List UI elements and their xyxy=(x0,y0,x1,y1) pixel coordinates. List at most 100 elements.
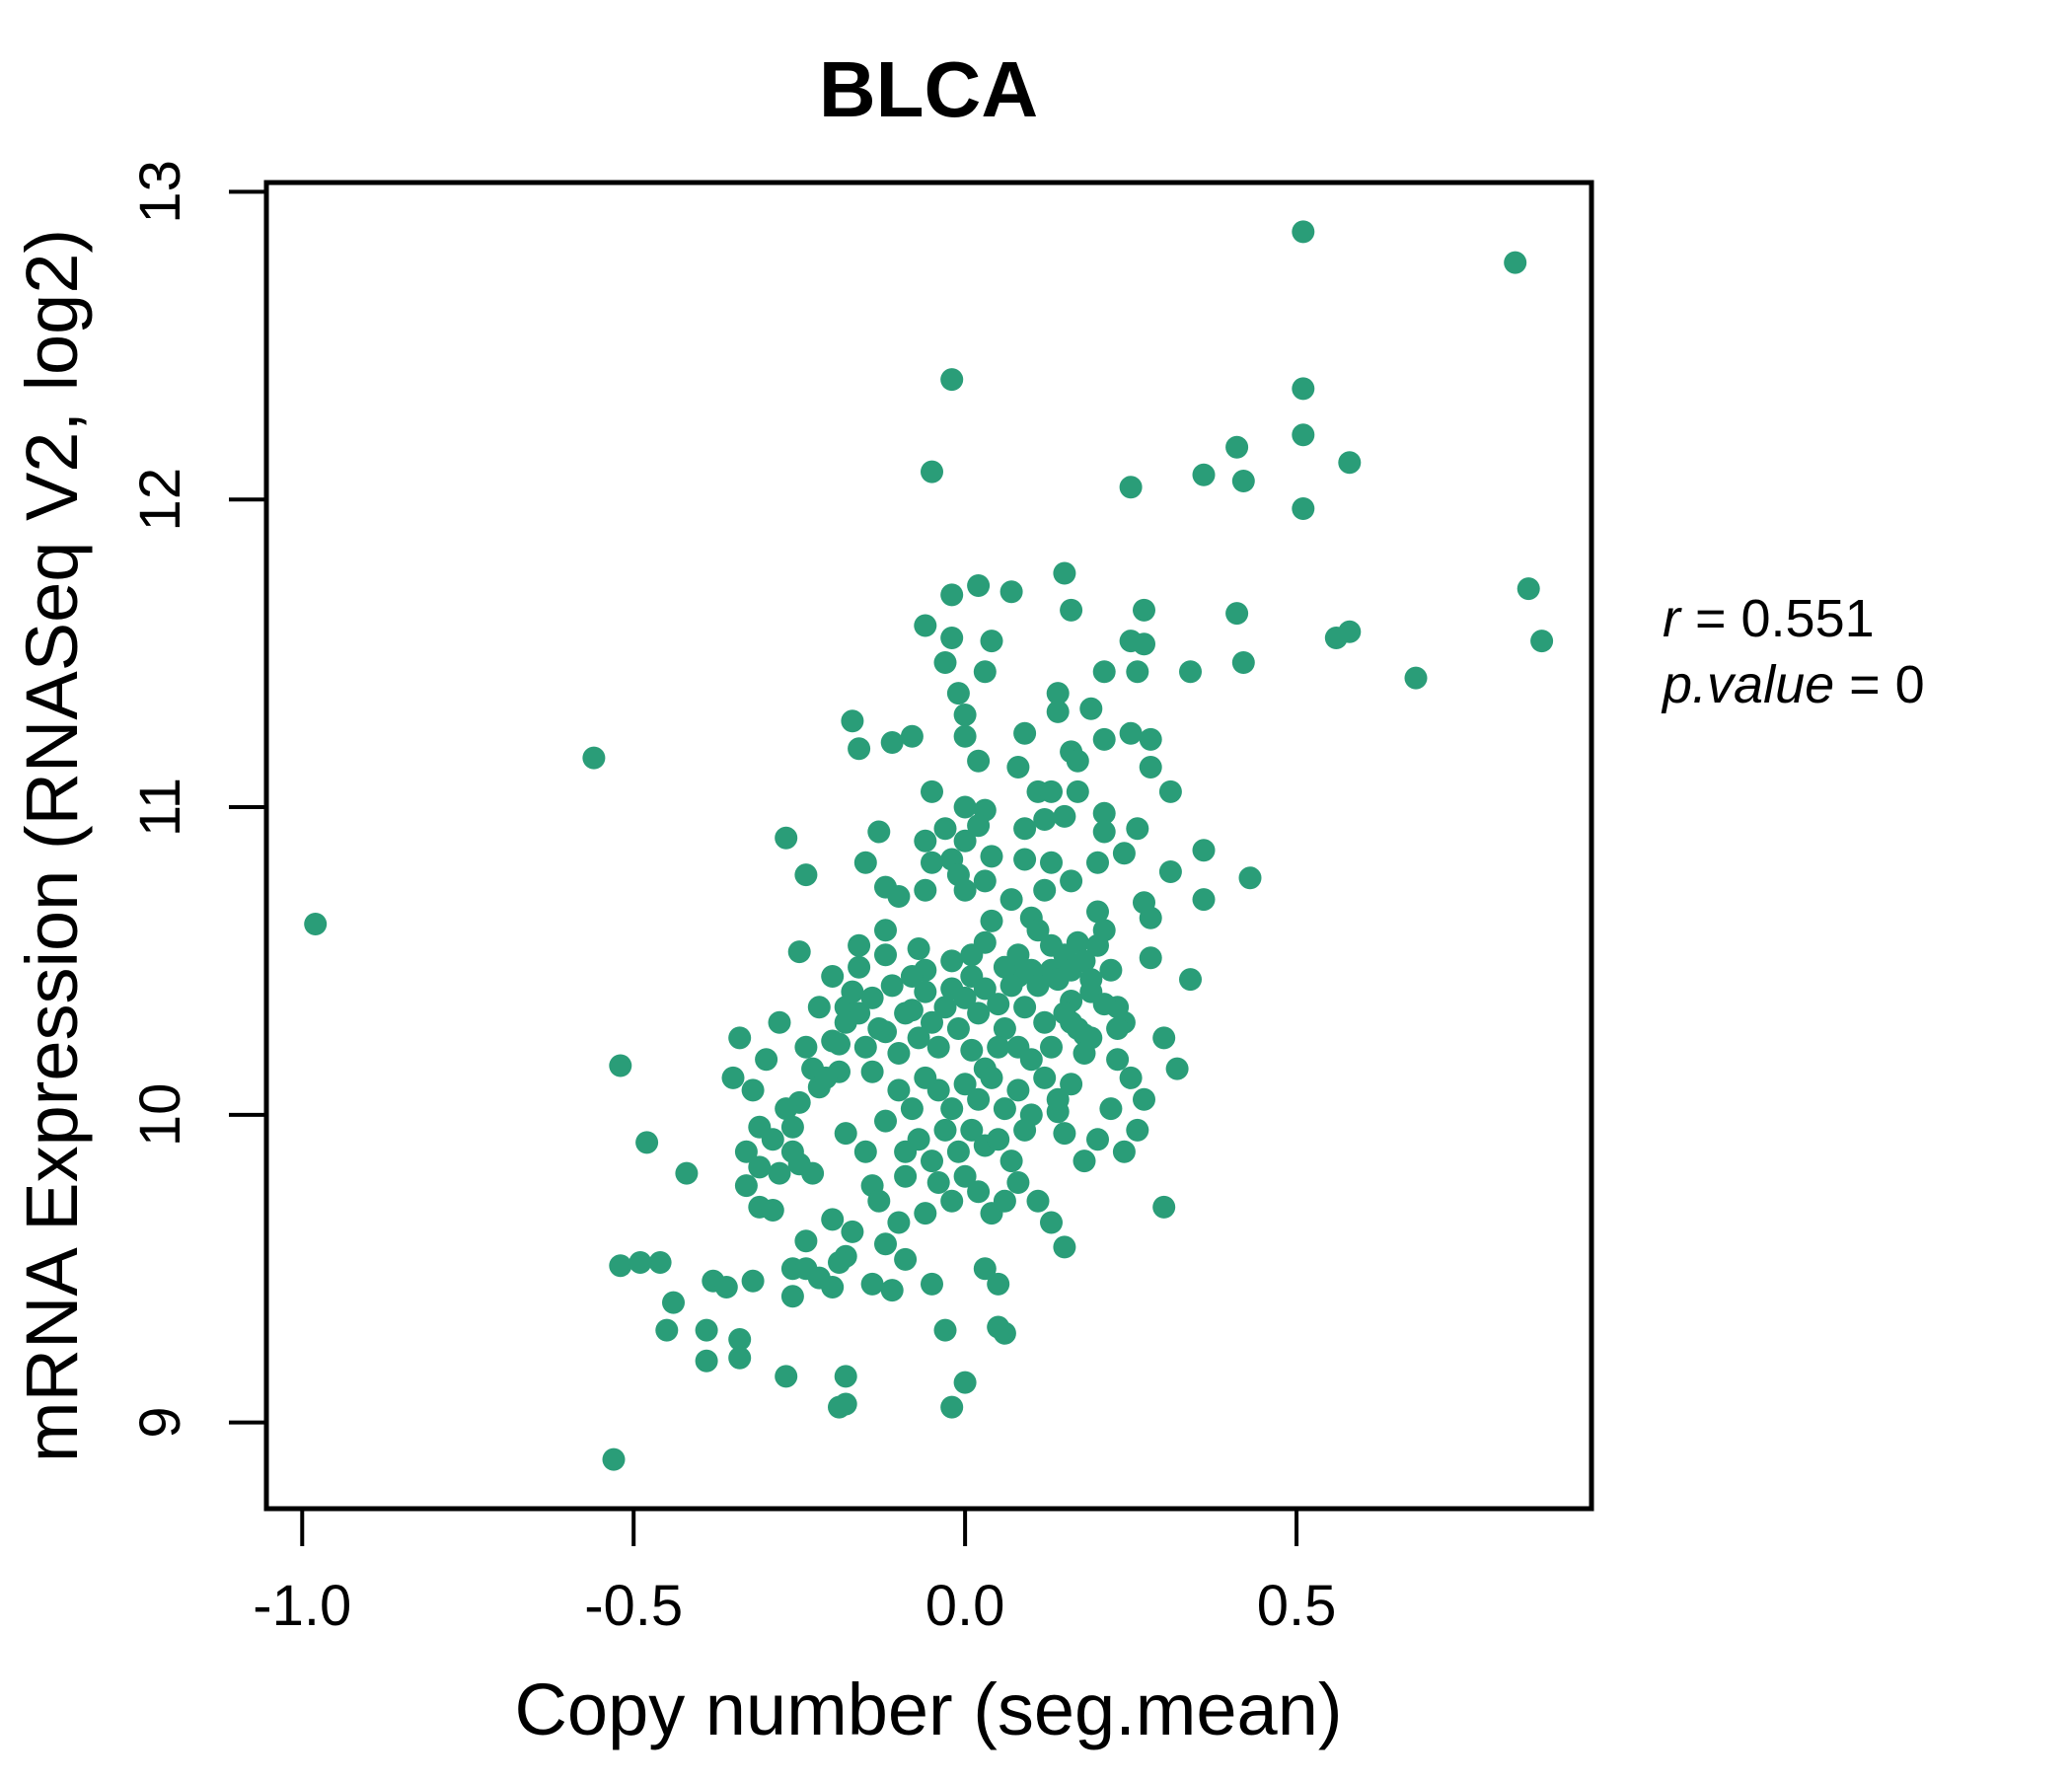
data-point xyxy=(1231,470,1255,492)
data-point xyxy=(853,1035,877,1059)
data-point xyxy=(1165,1057,1189,1080)
data-point xyxy=(940,949,964,973)
data-point xyxy=(1126,1118,1149,1142)
x-axis-label: Copy number (seg.mean) xyxy=(514,1669,1342,1750)
data-point xyxy=(914,878,937,902)
data-point xyxy=(775,826,798,850)
data-point xyxy=(828,1032,851,1056)
data-point xyxy=(987,1272,1010,1296)
data-point xyxy=(1073,1042,1096,1065)
data-point xyxy=(940,1097,964,1121)
data-point xyxy=(304,913,328,935)
data-point xyxy=(1530,630,1554,653)
data-point xyxy=(953,1371,977,1394)
data-point xyxy=(1139,946,1162,970)
data-point xyxy=(768,1161,791,1185)
x-tick-label: -0.5 xyxy=(584,1574,683,1638)
data-point xyxy=(1040,1035,1063,1059)
data-point xyxy=(946,1140,970,1163)
data-point xyxy=(1179,968,1202,992)
data-point xyxy=(1033,1066,1057,1089)
data-point xyxy=(841,1220,864,1243)
data-point xyxy=(940,1189,964,1213)
data-point xyxy=(860,1272,884,1296)
data-point xyxy=(775,1097,798,1121)
data-point xyxy=(953,1164,977,1188)
correlation-r-value: = 0.551 xyxy=(1680,589,1875,648)
data-point xyxy=(933,1118,957,1142)
data-point xyxy=(1026,974,1050,998)
data-point xyxy=(999,580,1023,604)
data-point xyxy=(993,1097,1016,1121)
data-point xyxy=(648,1251,672,1274)
data-point xyxy=(734,1140,758,1163)
data-point xyxy=(1013,996,1037,1019)
data-point xyxy=(828,1395,851,1419)
data-point xyxy=(1046,1087,1070,1111)
data-point xyxy=(880,1279,904,1302)
data-point xyxy=(1192,463,1216,486)
data-point xyxy=(775,1365,798,1388)
y-tick-label: 10 xyxy=(128,1083,192,1148)
data-point xyxy=(874,943,897,967)
data-point xyxy=(1092,801,1116,825)
data-point xyxy=(1086,900,1109,924)
data-point xyxy=(1092,919,1116,942)
data-point xyxy=(973,869,997,893)
data-point xyxy=(900,724,924,748)
data-point xyxy=(1404,666,1428,690)
data-point xyxy=(1133,632,1155,656)
data-point xyxy=(980,845,1003,868)
data-point xyxy=(780,1285,804,1308)
data-point xyxy=(933,1318,957,1342)
data-point xyxy=(967,1087,991,1111)
y-tick-label: 13 xyxy=(128,160,192,224)
data-point xyxy=(695,1318,718,1342)
x-axis-ticks: -1.0 -0.5 0.0 0.5 xyxy=(253,1509,1336,1638)
data-point xyxy=(1013,817,1037,841)
data-point xyxy=(1292,377,1315,401)
chart-title: BLCA xyxy=(819,45,1038,133)
data-point xyxy=(582,746,606,770)
data-point xyxy=(946,1017,970,1040)
data-point xyxy=(894,1247,918,1271)
data-point xyxy=(880,974,904,998)
data-point xyxy=(967,1180,991,1204)
data-point xyxy=(780,1115,804,1139)
data-point xyxy=(1053,561,1076,585)
data-point xyxy=(1112,842,1136,865)
data-point xyxy=(1073,1150,1096,1173)
y-axis-label: mRNA Expression (RNASeq V2, log2) xyxy=(11,229,93,1462)
data-point xyxy=(980,909,1003,932)
data-point xyxy=(1060,1073,1083,1096)
data-point xyxy=(1086,851,1109,874)
data-point xyxy=(900,965,924,988)
data-point xyxy=(900,1097,924,1121)
x-tick-label: 0.5 xyxy=(1257,1574,1337,1638)
data-point xyxy=(848,955,871,979)
data-point xyxy=(914,614,937,637)
pvalue-value: = 0 xyxy=(1834,655,1925,714)
data-point xyxy=(755,1048,778,1072)
data-point xyxy=(1231,651,1255,674)
data-point xyxy=(999,974,1023,998)
data-point xyxy=(821,965,845,988)
data-point xyxy=(921,851,943,874)
data-point xyxy=(814,1066,838,1089)
data-point xyxy=(867,820,891,844)
data-point xyxy=(953,724,977,748)
data-point xyxy=(1092,660,1116,684)
data-point xyxy=(874,1232,897,1256)
data-point xyxy=(728,1026,752,1050)
data-point xyxy=(848,737,871,761)
data-points xyxy=(304,220,1554,1471)
data-point xyxy=(1504,251,1527,274)
data-point xyxy=(1192,888,1216,912)
data-point xyxy=(1106,1048,1130,1072)
data-point xyxy=(1060,598,1083,622)
data-point xyxy=(1006,1171,1030,1194)
data-point xyxy=(953,986,977,1009)
data-point xyxy=(1006,756,1030,779)
data-point xyxy=(841,709,864,733)
